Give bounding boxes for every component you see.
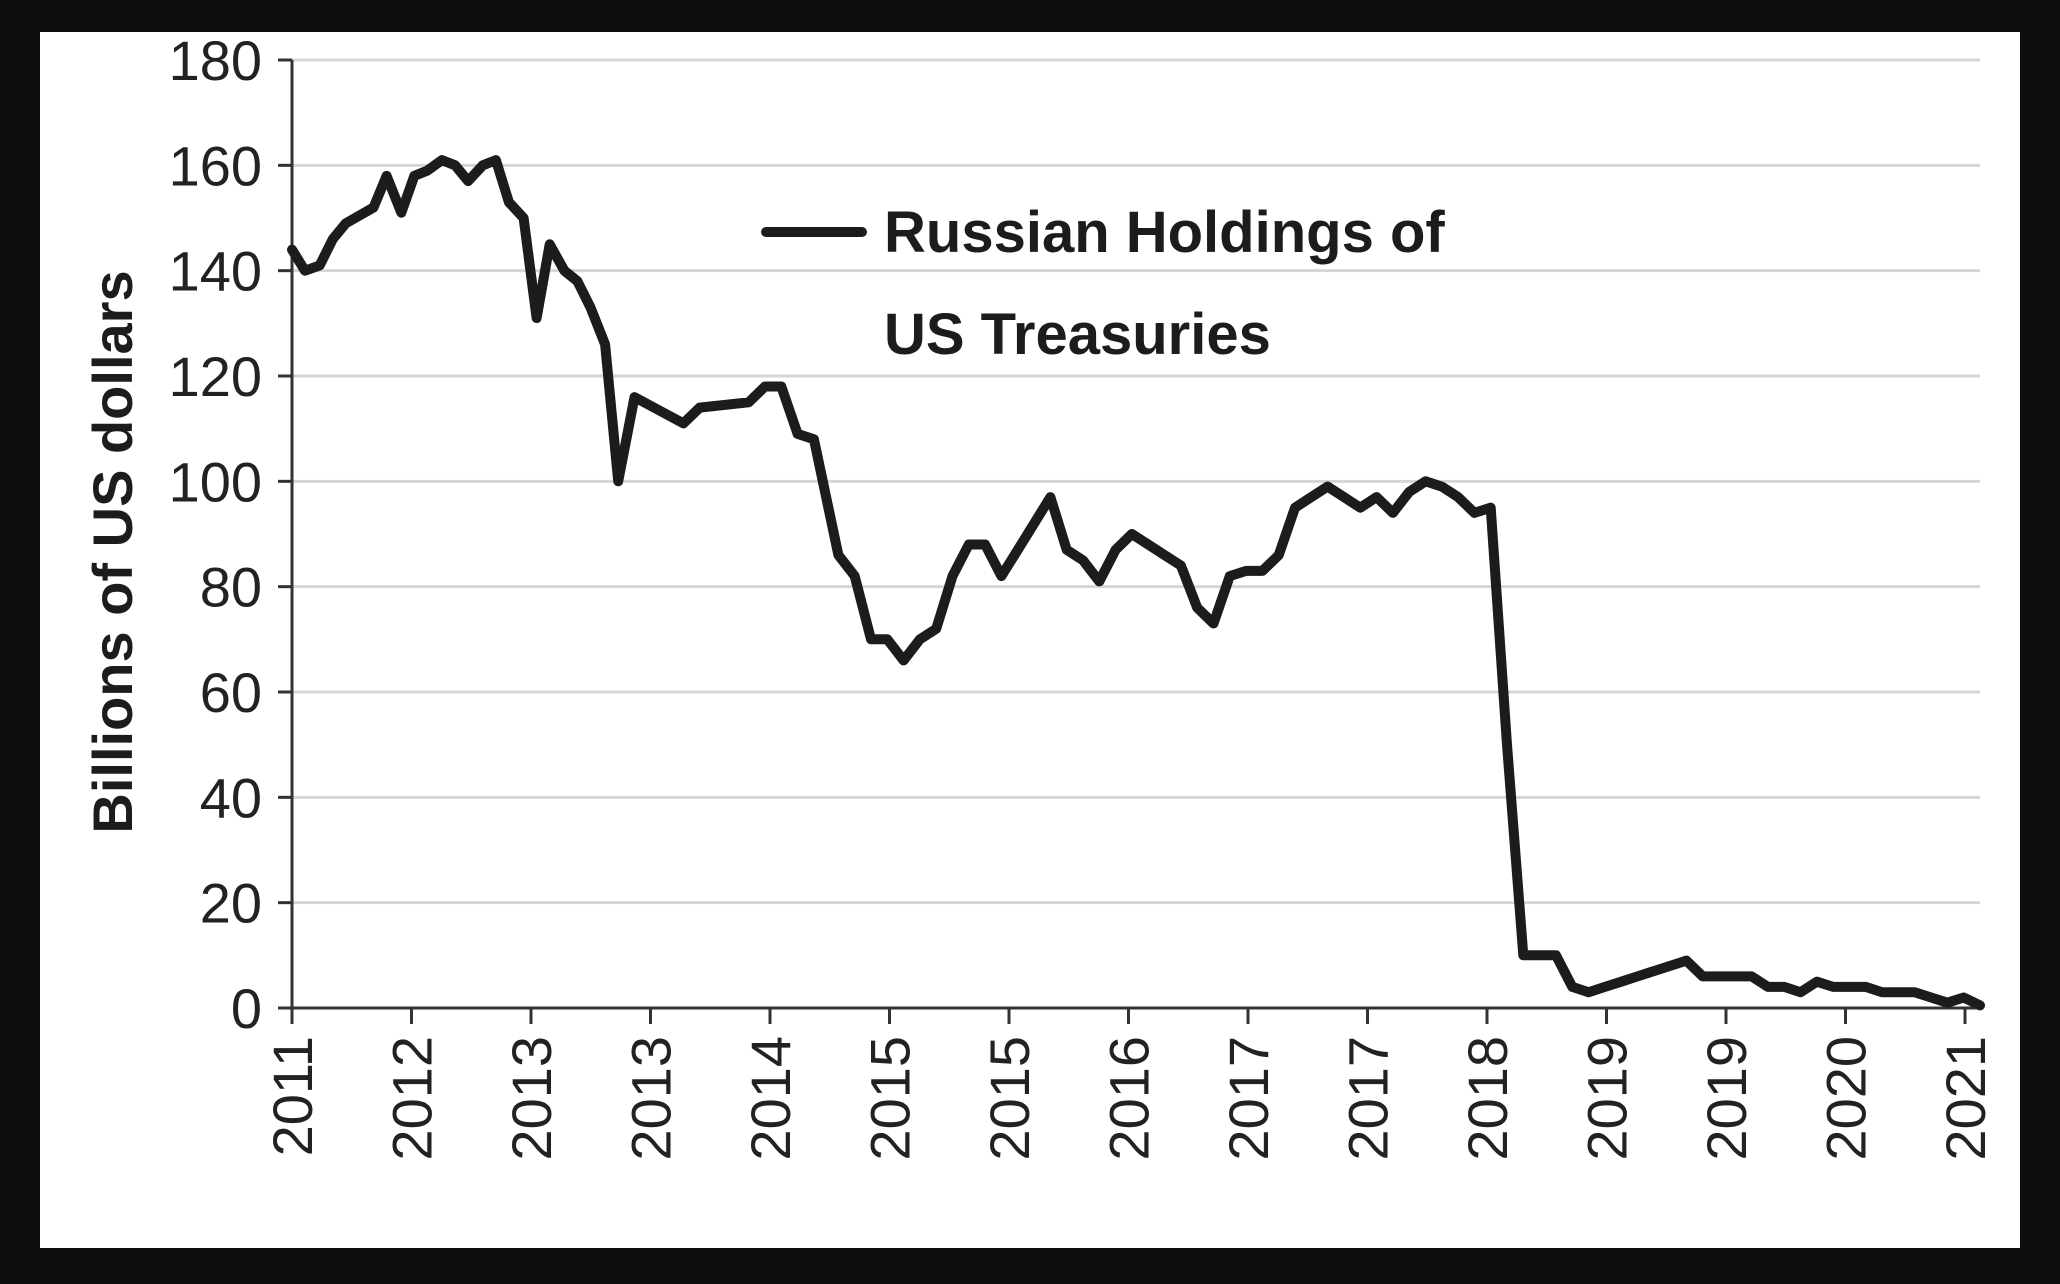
y-tick-label: 180 <box>169 32 262 92</box>
x-tick-label: 2017 <box>1337 1036 1400 1161</box>
x-tick-label: 2012 <box>381 1036 444 1161</box>
y-tick-label: 20 <box>200 872 262 935</box>
gridlines <box>292 58 1980 905</box>
legend-entry-label-line-1: Russian Holdings of <box>884 200 1445 265</box>
x-tick-label: 2015 <box>978 1036 1041 1161</box>
chart-frame: 0 20 40 60 80 100 120 140 160 180 2011 2012 2013 201… <box>40 32 2020 1248</box>
legend-entry-label-line-2: US Treasuries <box>884 302 1271 367</box>
x-tick-label: 2015 <box>859 1036 922 1161</box>
y-axis-ticks: 0 20 40 60 80 100 120 140 160 180 <box>169 32 292 1040</box>
y-tick-label: 60 <box>200 661 262 724</box>
y-tick-label: 100 <box>169 450 262 513</box>
y-tick-label: 80 <box>200 556 262 619</box>
x-tick-label: 2013 <box>620 1036 683 1161</box>
y-tick-label: 40 <box>200 766 262 829</box>
x-tick-label: 2021 <box>1934 1036 1997 1161</box>
series-line <box>287 155 1985 1011</box>
x-tick-label: 2014 <box>739 1036 802 1161</box>
y-axis-title: Billions of US dollars <box>81 270 144 833</box>
y-tick-label: 0 <box>231 977 262 1040</box>
x-tick-label: 2017 <box>1217 1036 1280 1161</box>
x-axis-ticks: 2011 2012 2013 2013 2014 2015 2015 2016 2017 2017… <box>261 1008 1997 1161</box>
x-tick-label: 2013 <box>500 1036 563 1161</box>
x-tick-label: 2020 <box>1815 1036 1878 1161</box>
x-tick-label: 2019 <box>1695 1036 1758 1161</box>
x-tick-label: 2019 <box>1576 1036 1639 1161</box>
legend: Russian Holdings of US Treasuries <box>761 200 1445 367</box>
x-tick-label: 2011 <box>261 1036 324 1156</box>
y-tick-label: 140 <box>169 240 262 303</box>
series-layer <box>287 155 1985 1011</box>
x-tick-label: 2016 <box>1098 1036 1161 1161</box>
x-tick-label: 2018 <box>1456 1036 1519 1161</box>
y-tick-label: 120 <box>169 345 262 408</box>
y-tick-label: 160 <box>169 134 262 197</box>
